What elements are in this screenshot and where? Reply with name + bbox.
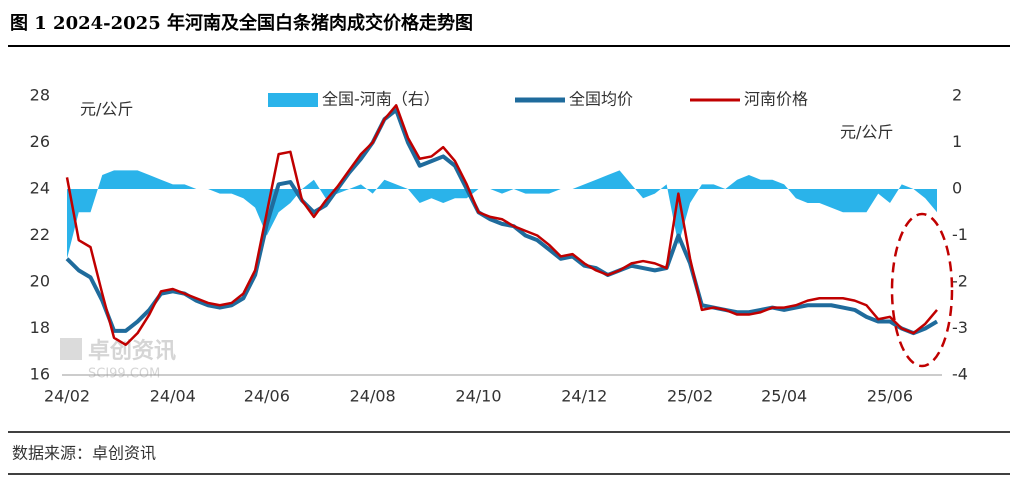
y-tick-label: 16 bbox=[30, 365, 50, 384]
y-tick-label: 22 bbox=[30, 225, 50, 244]
line bbox=[65, 104, 938, 347]
x-tick-label: 25/02 bbox=[667, 387, 713, 406]
plot: 16 18 20 22 24 26 28 -4 -3 -2 -1 0 1 2 24/02 24/04 24/06… bbox=[30, 86, 968, 406]
area bbox=[67, 170, 937, 259]
legend-label: 河南价格 bbox=[744, 90, 808, 109]
x-tick-label: 24/06 bbox=[244, 387, 290, 406]
y2-tick-label: -4 bbox=[952, 365, 968, 384]
x-tick-label: 24/08 bbox=[350, 387, 396, 406]
legend-label: 全国均价 bbox=[569, 90, 633, 109]
y2-tick-label: 2 bbox=[952, 86, 962, 105]
x-tick-label: 25/06 bbox=[867, 387, 913, 406]
highlight-ellipse bbox=[890, 212, 954, 368]
source: 数据来源：卓创资讯 bbox=[12, 444, 156, 463]
watermark-sub: SCI99.COM bbox=[88, 367, 160, 382]
x-tick-label: 24/12 bbox=[561, 387, 607, 406]
y2-tick-label: 0 bbox=[952, 179, 962, 198]
y2-tick-label: 1 bbox=[952, 132, 962, 151]
legend-label: 全国-河南（右） bbox=[322, 90, 440, 109]
x-tick-label: 24/02 bbox=[44, 387, 90, 406]
y-tick-label: 26 bbox=[30, 132, 50, 151]
chart-title: 图 1 2024-2025 年河南及全国白条猪肉成交价格走势图 bbox=[10, 12, 473, 34]
line bbox=[65, 107, 939, 336]
watermark: 卓创资讯 bbox=[88, 339, 176, 364]
x-tick-label: 24/10 bbox=[455, 387, 501, 406]
x-tick-label: 25/04 bbox=[761, 387, 807, 406]
y2-axis-label: 元/公斤 bbox=[840, 123, 893, 142]
y-axis-label: 元/公斤 bbox=[80, 100, 133, 119]
y-tick-label: 24 bbox=[30, 179, 50, 198]
y-tick-label: 28 bbox=[30, 86, 50, 105]
y2-tick-label: -3 bbox=[952, 318, 968, 337]
watermark-group: 卓创资讯 SCI99.COM bbox=[60, 338, 176, 382]
legend-swatch bbox=[268, 93, 318, 107]
y-tick-label: 20 bbox=[30, 272, 50, 291]
x-tick-label: 24/04 bbox=[150, 387, 196, 406]
y2-tick-label: -2 bbox=[952, 272, 968, 291]
watermark-logo bbox=[60, 338, 82, 360]
y-tick-label: 18 bbox=[30, 318, 50, 337]
y2-tick-label: -1 bbox=[952, 225, 968, 244]
